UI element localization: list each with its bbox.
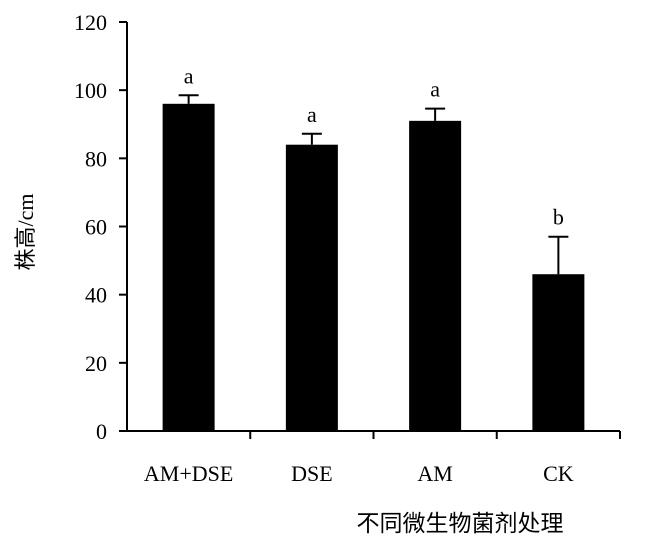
x-axis-label: 不同微生物菌剂处理 <box>357 511 564 536</box>
bar <box>409 120 462 431</box>
x-tick-label: AM <box>417 461 452 486</box>
y-tick-label: 120 <box>74 10 107 35</box>
x-tick-label: AM+DSE <box>144 461 233 486</box>
y-tick-label: 0 <box>96 419 107 444</box>
y-axis-label: 株高/cm <box>13 194 38 271</box>
y-tick-label: 40 <box>85 283 107 308</box>
bar <box>285 144 338 431</box>
y-tick-label: 20 <box>85 351 107 376</box>
x-tick-label: DSE <box>291 461 333 486</box>
significance-label: a <box>184 63 194 88</box>
y-tick-label: 100 <box>74 78 107 103</box>
x-axis <box>127 430 621 439</box>
y-axis: 0 20 40 60 80 100 120 <box>74 10 128 444</box>
y-tick-label: 60 <box>85 215 107 240</box>
significance-label: b <box>553 205 564 230</box>
y-tick-label: 80 <box>85 146 107 171</box>
bar <box>162 103 215 432</box>
significance-label: a <box>307 102 317 127</box>
bar <box>532 274 585 431</box>
bars: a AM+DSE a DSE a AM b CK <box>144 63 585 486</box>
significance-label: a <box>430 77 440 102</box>
x-tick-label: CK <box>543 461 574 486</box>
